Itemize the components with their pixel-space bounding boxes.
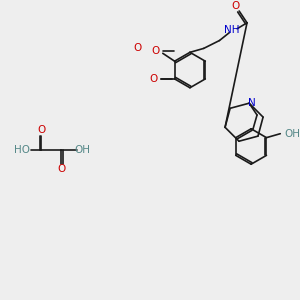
Text: O: O: [152, 46, 160, 56]
Text: O: O: [57, 164, 65, 174]
Text: OH: OH: [75, 145, 91, 155]
Text: OH: OH: [284, 129, 300, 139]
Text: HO: HO: [14, 145, 30, 155]
Text: O: O: [37, 125, 46, 135]
Text: O: O: [133, 44, 141, 53]
Text: N: N: [248, 98, 256, 108]
Text: O: O: [231, 1, 239, 11]
Text: O: O: [150, 74, 158, 84]
Text: NH: NH: [224, 25, 239, 35]
